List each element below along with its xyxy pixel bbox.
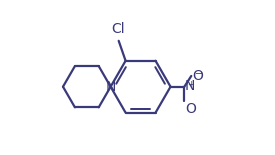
Text: −: −: [195, 69, 203, 79]
Text: O: O: [192, 69, 203, 83]
Text: +: +: [188, 80, 194, 89]
Text: N: N: [105, 80, 116, 94]
Text: N: N: [185, 79, 195, 93]
Text: Cl: Cl: [111, 22, 125, 36]
Text: O: O: [185, 102, 196, 116]
